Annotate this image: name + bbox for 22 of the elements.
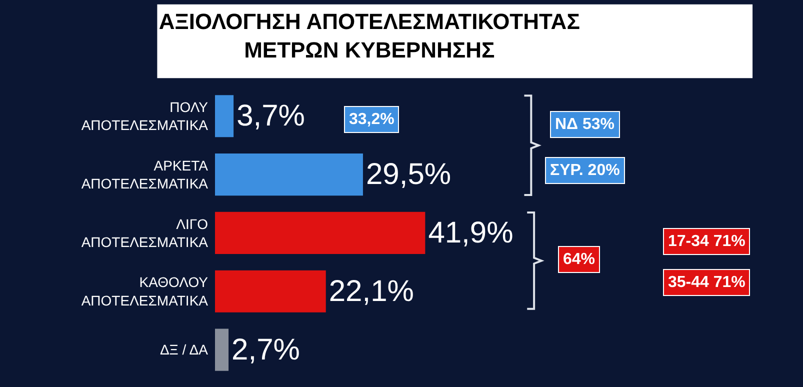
data-label: 3,7% [236,100,305,133]
annotation: 33,2% [349,111,394,128]
text: 35-44 71% [668,274,746,291]
data-label: 22,1% [328,274,414,308]
bar [215,95,234,138]
y-tick-label: ΑΡΚΕΤΑ ΑΠΟΤΕΛΕΣΜΑΤΙΚΑ [81,157,209,192]
y-tick-label: ΠΟΛΥ ΑΠΟΤΕΛΕΣΜΑΤΙΚΑ [81,98,209,134]
data-label: 29,5% [366,158,452,192]
text: 17-34 71% [668,233,746,250]
bar [215,328,229,371]
data-label: 2,7% [232,333,300,366]
y-tick-label: ΚΑΘΟΛΟΥ ΑΠΟΤΕΛΕΣΜΑΤΙΚΑ [81,274,209,308]
y-tick-label: ΔΞ / ΔΑ [160,342,209,358]
data-label: 41,9% [428,216,514,250]
text: ΝΔ 53% [555,116,615,133]
y-tick-label: ΛΙΓΟ ΑΠΟΤΕΛΕΣΜΑΤΙΚΑ [81,216,209,250]
bar [215,270,326,312]
text: ΣΥΡ. 20% [550,162,620,179]
bar [215,212,426,254]
text: 64% [563,251,596,268]
bar [215,154,363,196]
chart-title: ΑΞΙΟΛΟΓΗΣΗ ΑΠΟΤΕΛΕΣΜΑΤΙΚΟΤΗΤΑΣ ΜΕΤΡΩΝ ΚΥΒΕΡΝΗΣΗΣ [158,9,580,63]
